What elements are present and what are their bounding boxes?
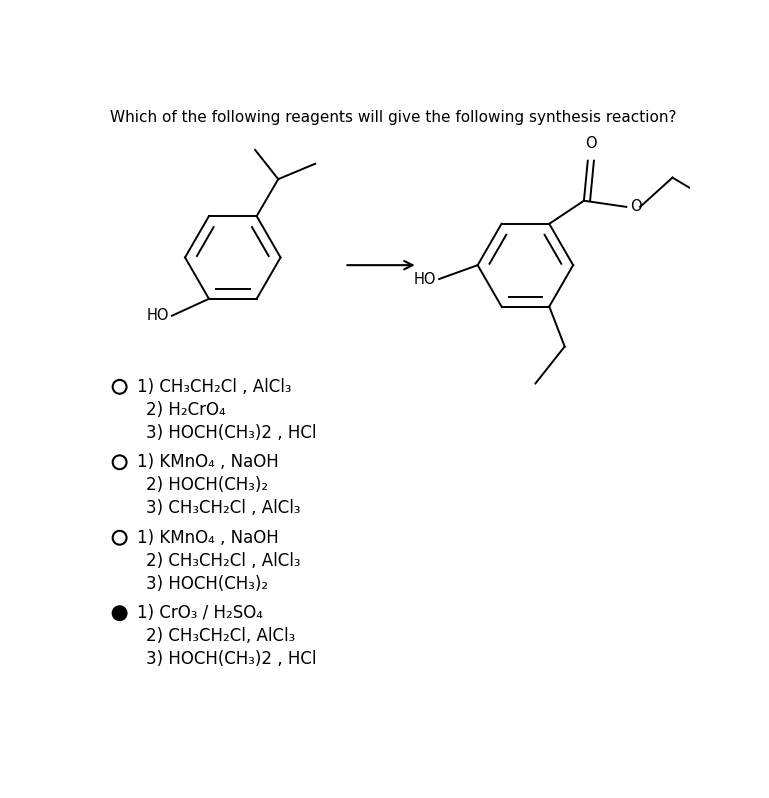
Text: 1) CrO₃ / H₂SO₄: 1) CrO₃ / H₂SO₄ [137, 604, 262, 622]
Text: 3) HOCH(CH₃)₂: 3) HOCH(CH₃)₂ [146, 575, 268, 593]
Text: 1) KMnO₄ , NaOH: 1) KMnO₄ , NaOH [137, 529, 278, 547]
Text: HO: HO [146, 308, 169, 323]
Text: 3) CH₃CH₂Cl , AlCl₃: 3) CH₃CH₂Cl , AlCl₃ [146, 500, 300, 517]
Text: O: O [585, 136, 597, 152]
Text: 2) HOCH(CH₃)₂: 2) HOCH(CH₃)₂ [146, 476, 268, 495]
Text: O: O [630, 200, 642, 215]
Circle shape [113, 606, 127, 620]
Text: 1) CH₃CH₂Cl , AlCl₃: 1) CH₃CH₂Cl , AlCl₃ [137, 377, 291, 396]
Text: 3) HOCH(CH₃)2 , HCl: 3) HOCH(CH₃)2 , HCl [146, 424, 316, 442]
Text: 1) KMnO₄ , NaOH: 1) KMnO₄ , NaOH [137, 453, 278, 472]
Text: 2) CH₃CH₂Cl, AlCl₃: 2) CH₃CH₂Cl, AlCl₃ [146, 627, 295, 646]
Text: Which of the following reagents will give the following synthesis reaction?: Which of the following reagents will giv… [110, 109, 676, 124]
Text: HO: HO [414, 271, 436, 286]
Text: 2) H₂CrO₄: 2) H₂CrO₄ [146, 401, 225, 419]
Text: 3) HOCH(CH₃)2 , HCl: 3) HOCH(CH₃)2 , HCl [146, 650, 316, 669]
Text: 2) CH₃CH₂Cl , AlCl₃: 2) CH₃CH₂Cl , AlCl₃ [146, 552, 300, 570]
